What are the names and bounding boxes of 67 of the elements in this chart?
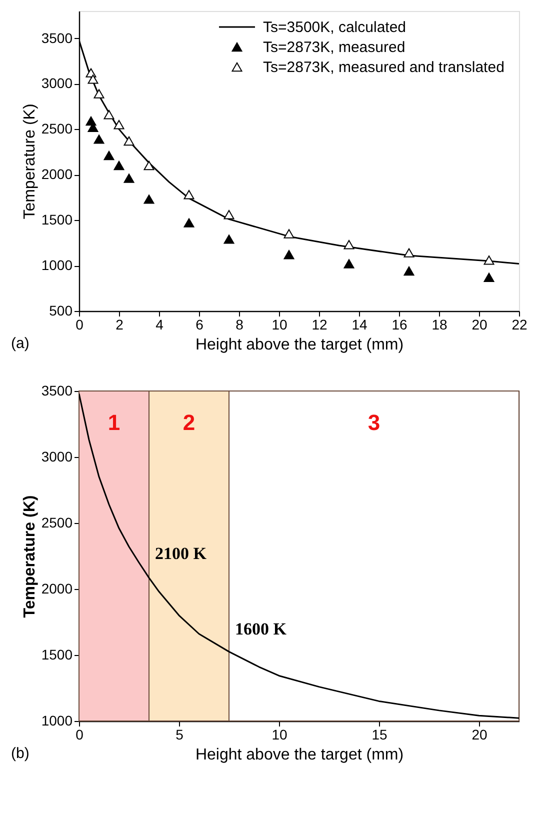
x-tick-label: 20 bbox=[472, 726, 488, 742]
point bbox=[104, 150, 114, 160]
point bbox=[484, 272, 494, 282]
point bbox=[124, 136, 134, 146]
point bbox=[344, 259, 354, 268]
x-tick-label: 6 bbox=[196, 316, 204, 332]
point bbox=[484, 255, 494, 265]
annotation: 1600 K bbox=[235, 620, 288, 639]
x-tick-label: 10 bbox=[272, 316, 288, 332]
band-label: 1 bbox=[108, 410, 120, 435]
x-tick-label: 0 bbox=[76, 316, 84, 332]
y-tick-label: 1000 bbox=[41, 712, 73, 728]
x-tick-label: 22 bbox=[512, 316, 528, 332]
point bbox=[224, 210, 234, 220]
y-axis-title: Temperature (K) bbox=[21, 495, 38, 618]
x-tick-label: 5 bbox=[176, 726, 184, 742]
y-tick-label: 1500 bbox=[41, 646, 73, 662]
annotation: 2100 K bbox=[155, 544, 208, 563]
y-tick-label: 3500 bbox=[41, 30, 73, 46]
y-tick-label: 1000 bbox=[41, 257, 73, 274]
y-tick-label: 2500 bbox=[41, 514, 73, 530]
point bbox=[144, 160, 154, 170]
x-tick-label: 15 bbox=[372, 726, 388, 742]
point bbox=[184, 190, 194, 200]
legend-label: Ts=3500K, calculated bbox=[263, 19, 406, 36]
x-tick-label: 12 bbox=[312, 316, 328, 332]
x-tick-label: 8 bbox=[236, 316, 244, 332]
point bbox=[114, 160, 124, 170]
point bbox=[104, 110, 114, 120]
point bbox=[144, 194, 154, 204]
y-tick-label: 2000 bbox=[41, 580, 73, 596]
point bbox=[404, 266, 414, 276]
x-tick-label: 18 bbox=[432, 316, 448, 332]
point bbox=[284, 229, 294, 238]
x-axis-title: Height above the target (mm) bbox=[195, 336, 404, 354]
text: (a) bbox=[11, 335, 30, 352]
y-axis-title: Temperature (K) bbox=[21, 104, 38, 220]
y-tick-label: 3000 bbox=[41, 448, 73, 464]
point bbox=[224, 234, 234, 244]
x-tick-label: 20 bbox=[472, 316, 488, 332]
point bbox=[94, 134, 104, 144]
y-tick-label: 3000 bbox=[41, 75, 73, 92]
x-axis-title: Height above the target (mm) bbox=[195, 746, 404, 764]
legend-label: Ts=2873K, measured and translated bbox=[263, 59, 504, 76]
band-label: 3 bbox=[368, 410, 380, 435]
legend-label: Ts=2873K, measured bbox=[263, 39, 406, 56]
point bbox=[114, 120, 124, 130]
x-tick-label: 0 bbox=[76, 726, 84, 742]
band-label: 2 bbox=[182, 410, 196, 435]
y-tick-label: 2500 bbox=[41, 120, 73, 137]
point bbox=[284, 250, 294, 260]
point bbox=[344, 240, 354, 250]
x-tick-label: 4 bbox=[156, 316, 164, 332]
y-tick-label: 1500 bbox=[41, 212, 73, 228]
point bbox=[404, 248, 414, 258]
x-tick-label: 16 bbox=[392, 316, 408, 332]
point bbox=[184, 218, 194, 228]
x-tick-label: 2 bbox=[116, 316, 124, 332]
y-tick-label: 3500 bbox=[41, 382, 73, 398]
point bbox=[124, 174, 134, 183]
y-tick-label: 500 bbox=[49, 302, 73, 318]
x-tick-label: 14 bbox=[352, 316, 368, 332]
point bbox=[94, 89, 104, 98]
x-tick-label: 10 bbox=[272, 726, 288, 742]
text: (b) bbox=[11, 745, 30, 762]
y-tick-label: 2000 bbox=[41, 166, 73, 182]
point bbox=[88, 74, 98, 84]
